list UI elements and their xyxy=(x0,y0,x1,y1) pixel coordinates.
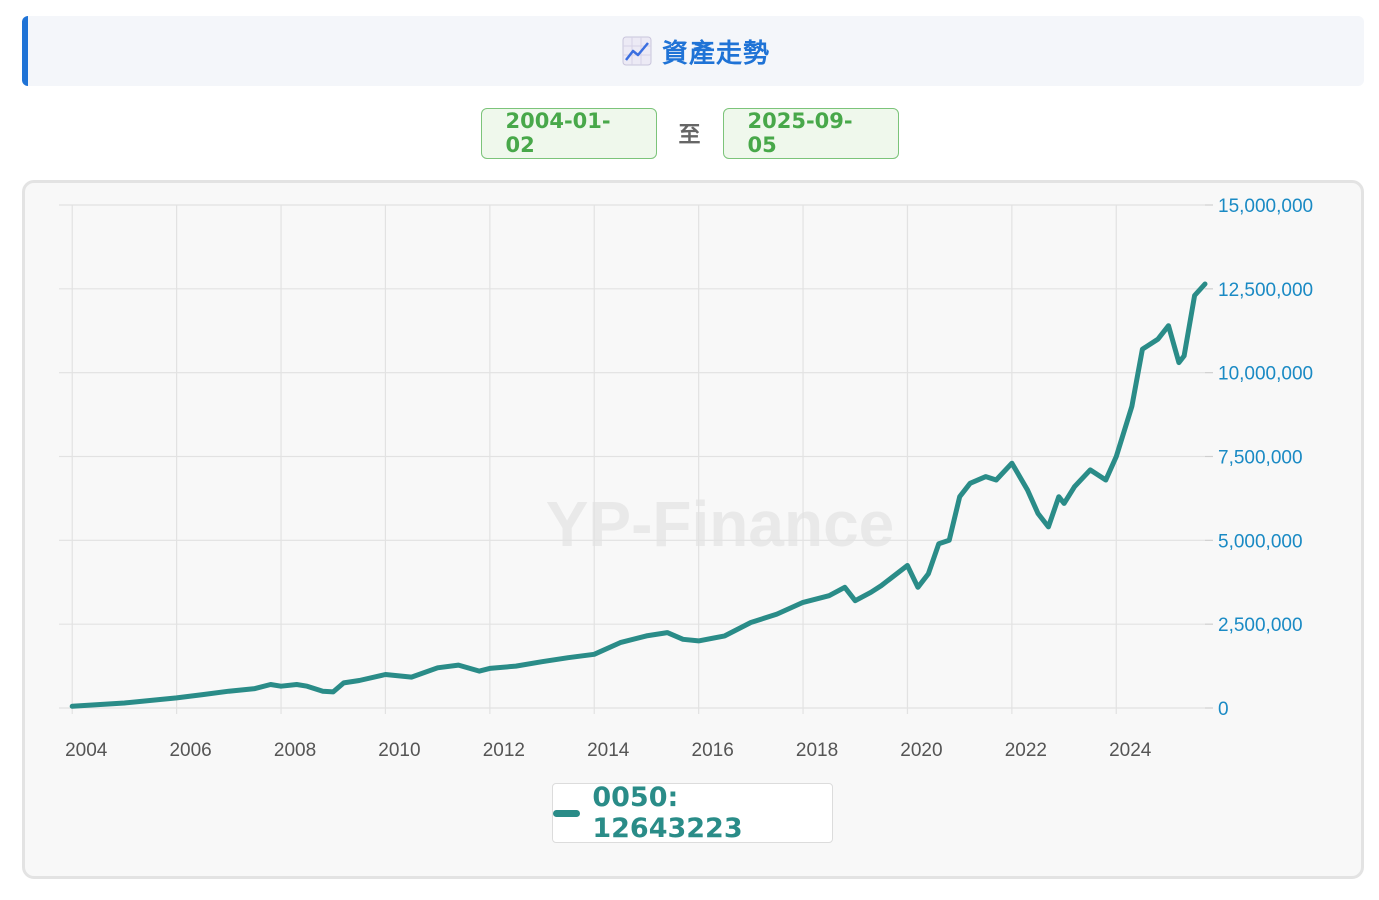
x-tick-label: 2008 xyxy=(274,740,316,761)
legend[interactable]: 0050: 12643223 xyxy=(552,782,833,844)
page-title: 資產走勢 xyxy=(661,38,770,69)
x-tick-label: 2020 xyxy=(900,740,942,761)
watermark: YP-Finance xyxy=(546,488,895,560)
x-tick-label: 2004 xyxy=(65,740,108,761)
x-tick-label: 2010 xyxy=(378,740,420,761)
y-tick-label: 7,500,000 xyxy=(1218,448,1303,469)
legend-series-label: 0050: 12643223 xyxy=(592,782,743,844)
y-tick-label: 0 xyxy=(1218,699,1229,720)
chart-increasing-icon xyxy=(622,36,652,66)
y-tick-label: 10,000,000 xyxy=(1218,364,1313,385)
x-tick-label: 2014 xyxy=(587,740,630,761)
chart-card: YP-Finance 0 2,500,000 5,000,000 7,500,000 1… xyxy=(22,180,1364,879)
grid xyxy=(59,204,1213,714)
x-tick-label: 2022 xyxy=(1005,740,1047,761)
legend-swatch xyxy=(553,809,581,817)
y-tick-label: 2,500,000 xyxy=(1218,615,1303,636)
section-header: 資產走勢 xyxy=(22,16,1364,86)
asset-trend-chart: YP-Finance 0 2,500,000 5,000,000 7,500,000 1… xyxy=(59,196,1313,761)
date-range: 2004-01-02 至 2025-09-05 xyxy=(0,107,1379,159)
x-tick-label: 2024 xyxy=(1109,740,1152,761)
end-date-button[interactable]: 2025-09-05 xyxy=(722,107,899,159)
x-tick-label: 2018 xyxy=(796,740,838,761)
series-layer xyxy=(69,281,1208,709)
series-line-0050[interactable] xyxy=(69,281,1208,709)
y-tick-label: 15,000,000 xyxy=(1218,196,1313,217)
x-tick-label: 2006 xyxy=(169,740,211,761)
y-tick-label: 12,500,000 xyxy=(1218,280,1313,301)
date-range-separator: 至 xyxy=(678,123,701,148)
start-date-button[interactable]: 2004-01-02 xyxy=(480,107,657,159)
x-tick-label: 2012 xyxy=(483,740,525,761)
y-tick-label: 5,000,000 xyxy=(1218,531,1303,552)
axes: 0 2,500,000 5,000,000 7,500,000 10,000,000 12… xyxy=(65,196,1313,761)
x-tick-label: 2016 xyxy=(692,740,734,761)
